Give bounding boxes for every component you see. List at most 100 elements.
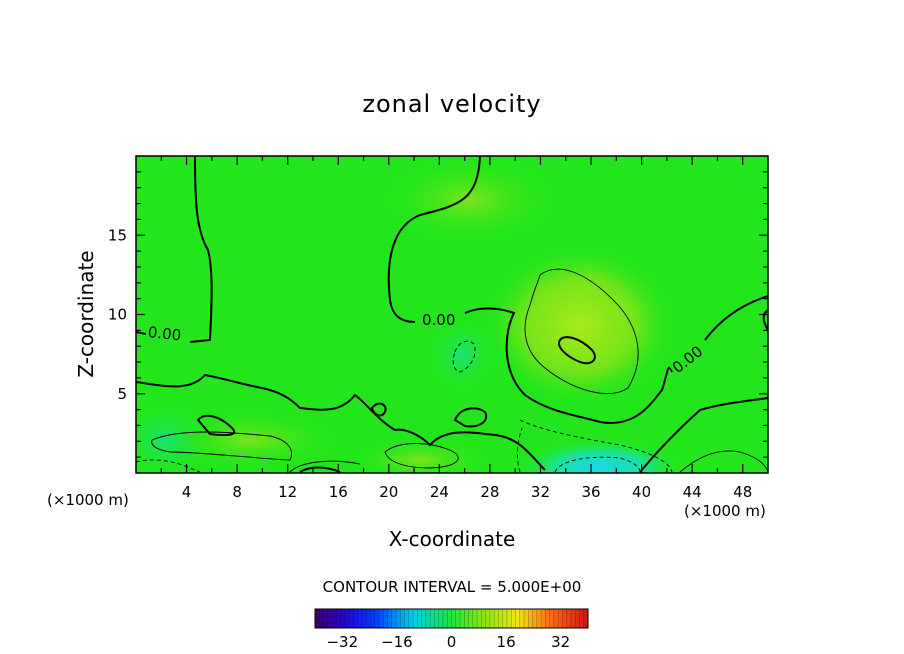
colorbar-cell (438, 609, 444, 628)
colorbar-tick-label: −16 (381, 633, 413, 651)
axis-ticks (136, 156, 768, 473)
x-tick-label: 48 (733, 483, 752, 501)
colorbar-cell (545, 609, 550, 628)
colorbar-cell (515, 609, 521, 628)
colorbar-cell (502, 609, 508, 628)
negative-contours (136, 340, 673, 473)
colorbar-tick-label: 16 (497, 633, 516, 651)
contour-zero-right (704, 295, 768, 341)
x-tick-label: 40 (632, 483, 651, 501)
colorbar-cell (472, 609, 478, 628)
velocity-minimum (515, 438, 685, 473)
colorbar-cell (349, 609, 354, 628)
colorbar-cell (477, 609, 482, 628)
colorbar-cell (366, 609, 371, 628)
colorbar-cell (442, 609, 448, 628)
x-tick-label: 4 (182, 483, 192, 501)
contour-zero-left (189, 156, 213, 343)
colorbar-cell (451, 609, 457, 628)
y-axis-label: Z-coordinate (74, 250, 98, 377)
colorbar-cell (575, 609, 580, 628)
contour-label: 0.00 (147, 323, 182, 344)
colorbar-cell (319, 609, 324, 628)
colorbar-cell (315, 609, 320, 628)
contour-zero-loop-3 (196, 414, 236, 437)
x-unit-right: (×1000 m) (684, 502, 766, 520)
positive-region-low-mid (350, 438, 490, 473)
colorbar-cell (528, 609, 533, 628)
colorbar-cell (524, 609, 529, 628)
colorbar-cell (489, 609, 495, 628)
contour-pos5-lower-right (679, 450, 768, 473)
colorbar-cell (434, 609, 440, 628)
colorbar-cell (404, 609, 410, 628)
colorbar-cell (336, 609, 341, 628)
colorbar-cell (332, 609, 337, 628)
colorbar-cell (421, 609, 427, 628)
colorbar-cell (570, 609, 576, 628)
chart-title: zonal velocity (362, 90, 541, 118)
colorbar (314, 608, 589, 629)
colorbar-cell (396, 609, 401, 628)
x-tick-label: 16 (329, 483, 348, 501)
x-tick-label: 12 (278, 483, 297, 501)
colorbar-cell (391, 609, 397, 628)
contour-pos5-bottom (289, 460, 361, 473)
colorbar-cell (468, 609, 474, 628)
colorbar-tick-label: 0 (447, 633, 457, 651)
negative-region-left (136, 400, 210, 473)
colorbar-cell (417, 609, 422, 628)
contour-neg5-mid (452, 340, 476, 373)
colorbar-cell (562, 609, 567, 628)
x-axis-label: X-coordinate (389, 527, 516, 551)
velocity-maximum (485, 245, 675, 405)
colorbar-cell (357, 609, 363, 628)
colorbar-cell (481, 609, 486, 628)
colorbar-cell (498, 609, 503, 628)
colorbar-cell (413, 609, 418, 628)
y-tick-label: 15 (108, 226, 127, 244)
colorbar-cell (566, 609, 572, 628)
colorbar-cell (361, 609, 367, 628)
colorbar-tick-label: 32 (551, 633, 570, 651)
negative-region-mid (427, 315, 497, 395)
y-tick-label: 5 (117, 385, 127, 403)
colorbar-cell (447, 609, 452, 628)
colorbar-tick-labels: −32 −16 0 16 32 (326, 633, 570, 651)
colorbar-cell (579, 609, 585, 628)
x-unit-left: (×1000 m) (47, 491, 129, 509)
x-tick-label: 32 (531, 483, 550, 501)
x-tick-label: 44 (683, 483, 702, 501)
contour-field: 0.00 0.00 0.00 (136, 156, 768, 473)
x-tick-label: 36 (581, 483, 600, 501)
colorbar-cell (378, 609, 384, 628)
positive-region-upper (380, 156, 560, 245)
colorbar-cell (340, 609, 346, 628)
colorbar-cell (353, 609, 358, 628)
colorbar-cell (370, 609, 376, 628)
colorbar-cell (323, 609, 329, 628)
contour-zero-bottom (299, 466, 341, 473)
colorbar-cell (383, 609, 388, 628)
contour-neg5-left (136, 459, 201, 473)
colorbar-frame (314, 608, 589, 629)
contour-neg5-min-left (516, 427, 523, 473)
colorbar-cell (430, 609, 435, 628)
zero-contours (136, 156, 768, 473)
y-tick-label: 10 (108, 306, 127, 324)
colorbar-cell (494, 609, 499, 628)
colorbar-cell (553, 609, 559, 628)
colorbar-cell (460, 609, 465, 628)
colorbar-cell (455, 609, 461, 628)
contour-zero-lower (136, 373, 546, 471)
colorbar-cell (558, 609, 563, 628)
colorbar-cell (506, 609, 512, 628)
colorbar-cell (511, 609, 516, 628)
contour-pos5-low-left (151, 431, 292, 461)
contour-zero-lower-right (639, 397, 768, 473)
colorbar-cell (485, 609, 491, 628)
colorbar-cell (374, 609, 380, 628)
contour-zero-right-edge (762, 309, 768, 331)
